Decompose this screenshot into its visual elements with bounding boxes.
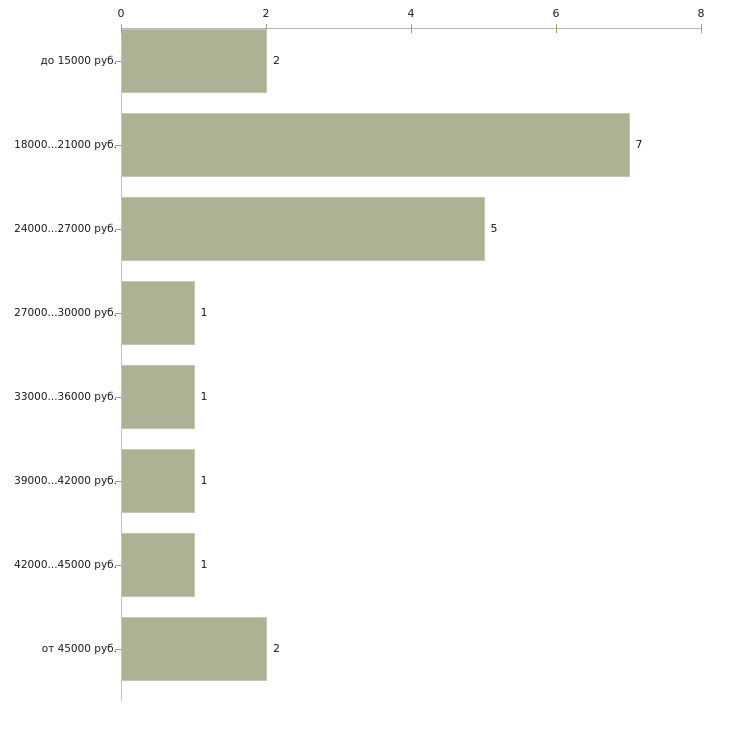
- bar-value-label: 5: [490, 222, 498, 235]
- category-label: до 15000 руб.: [40, 55, 117, 67]
- bar[interactable]: [122, 449, 195, 513]
- bar[interactable]: [122, 617, 267, 681]
- x-axis-tick-label: 2: [262, 7, 270, 20]
- y-axis-tick: [115, 61, 121, 62]
- category-label: 42000...45000 руб.: [14, 559, 117, 571]
- bar[interactable]: [122, 197, 485, 261]
- category-label: 24000...27000 руб.: [14, 223, 117, 235]
- category-label: 27000...30000 руб.: [14, 307, 117, 319]
- category-label: 33000...36000 руб.: [14, 391, 117, 403]
- x-axis-tick: [411, 24, 412, 33]
- bar[interactable]: [122, 365, 195, 429]
- bar[interactable]: [122, 29, 267, 93]
- bar-value-label: 1: [200, 390, 208, 403]
- bar[interactable]: [122, 281, 195, 345]
- bar[interactable]: [122, 533, 195, 597]
- bar[interactable]: [122, 113, 630, 177]
- x-axis-tick-label: 4: [407, 7, 415, 20]
- y-axis-tick: [115, 397, 121, 398]
- y-axis-line: [121, 28, 122, 701]
- x-axis-tick: [121, 24, 122, 33]
- y-axis-tick: [115, 481, 121, 482]
- category-label: 18000...21000 руб.: [14, 139, 117, 151]
- x-axis-tick: [701, 24, 702, 33]
- bar-value-label: 1: [200, 474, 208, 487]
- y-axis-tick: [115, 649, 121, 650]
- x-axis-tick: [266, 24, 267, 33]
- x-axis-tick-label: 6: [552, 7, 560, 20]
- bar-value-label: 2: [273, 642, 280, 655]
- x-axis-tick-label: 8: [697, 7, 705, 20]
- category-label: 39000...42000 руб.: [14, 475, 117, 487]
- bar-value-label: 2: [273, 54, 280, 67]
- bar-value-label: 1: [200, 558, 208, 571]
- bar-value-label: 7: [635, 138, 643, 151]
- x-axis-tick-label: 0: [117, 7, 125, 20]
- x-axis-tick: [556, 24, 557, 33]
- y-axis-tick: [115, 313, 121, 314]
- y-axis-tick: [115, 565, 121, 566]
- y-axis-tick: [115, 145, 121, 146]
- category-label: от 45000 руб.: [41, 643, 117, 655]
- bar-value-label: 1: [200, 306, 208, 319]
- y-axis-tick: [115, 229, 121, 230]
